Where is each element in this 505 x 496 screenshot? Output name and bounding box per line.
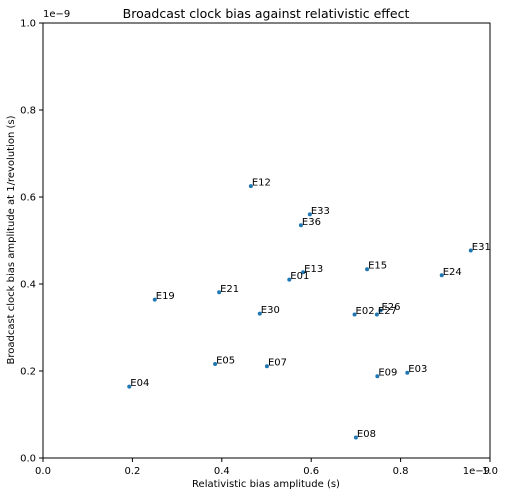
data-point-e03 — [405, 370, 410, 375]
point-label-e30: E30 — [261, 305, 280, 316]
data-point-e24 — [439, 273, 444, 278]
point-label-e13: E13 — [304, 264, 323, 275]
y-offset-label: 1e−9 — [43, 9, 70, 20]
point-label-e27: E27 — [378, 306, 397, 317]
y-tick-label: 0.4 — [20, 280, 36, 291]
point-label-e04: E04 — [130, 378, 149, 389]
data-point-e30 — [257, 311, 262, 316]
y-tick-label: 1.0 — [20, 19, 36, 30]
x-tick-label: 0.2 — [124, 466, 140, 477]
data-point-e13 — [301, 270, 306, 275]
data-point-e01 — [287, 277, 292, 282]
point-label-e15: E15 — [368, 261, 387, 272]
x-offset-label: 1e−9 — [463, 466, 490, 477]
data-point-e33 — [307, 212, 312, 217]
x-tick-label: 0.4 — [214, 466, 230, 477]
y-tick-label: 0.6 — [20, 193, 36, 204]
x-tick-label: 1.0 — [482, 466, 498, 477]
point-label-e07: E07 — [268, 358, 287, 369]
x-tick-label: 0.8 — [393, 466, 409, 477]
data-point-e07 — [264, 364, 269, 369]
point-label-e08: E08 — [357, 429, 376, 440]
point-label-e24: E24 — [443, 267, 462, 278]
data-point-e36 — [298, 223, 303, 228]
data-point-e08 — [353, 435, 358, 440]
point-label-e01: E01 — [290, 271, 309, 282]
point-label-e19: E19 — [156, 291, 175, 302]
point-label-e21: E21 — [220, 284, 239, 295]
point-label-e33: E33 — [311, 206, 330, 217]
data-point-e21 — [217, 290, 222, 295]
x-tick-label: 0.6 — [303, 466, 319, 477]
point-label-e26: E26 — [381, 302, 400, 313]
x-axis-label: Relativistic bias amplitude (s) — [192, 479, 340, 490]
point-label-e12: E12 — [252, 178, 271, 189]
data-point-e27 — [374, 312, 379, 317]
point-label-e09: E09 — [378, 368, 397, 379]
chart-title: Broadcast clock bias against relativisti… — [123, 6, 410, 21]
y-axis-label: Broadcast clock bias amplitude at 1/revo… — [6, 115, 17, 364]
x-tick-label: 0.0 — [35, 466, 51, 477]
data-point-e31 — [468, 248, 473, 253]
data-point-e19 — [152, 297, 157, 302]
data-point-e12 — [248, 184, 253, 189]
data-point-e04 — [127, 384, 132, 389]
point-label-e05: E05 — [216, 356, 235, 367]
point-label-e31: E31 — [472, 242, 491, 253]
data-point-e09 — [375, 374, 380, 379]
data-point-e26 — [378, 308, 383, 313]
point-label-e36: E36 — [302, 217, 321, 228]
plot-frame — [42, 22, 491, 459]
data-point-e15 — [365, 267, 370, 272]
y-tick-label: 0.0 — [20, 454, 36, 465]
data-point-e02 — [352, 312, 357, 317]
y-tick-label: 0.8 — [20, 106, 36, 117]
y-tick-label: 0.2 — [20, 367, 36, 378]
point-label-e03: E03 — [408, 364, 427, 375]
point-label-e02: E02 — [356, 306, 375, 317]
data-point-e05 — [213, 362, 218, 367]
